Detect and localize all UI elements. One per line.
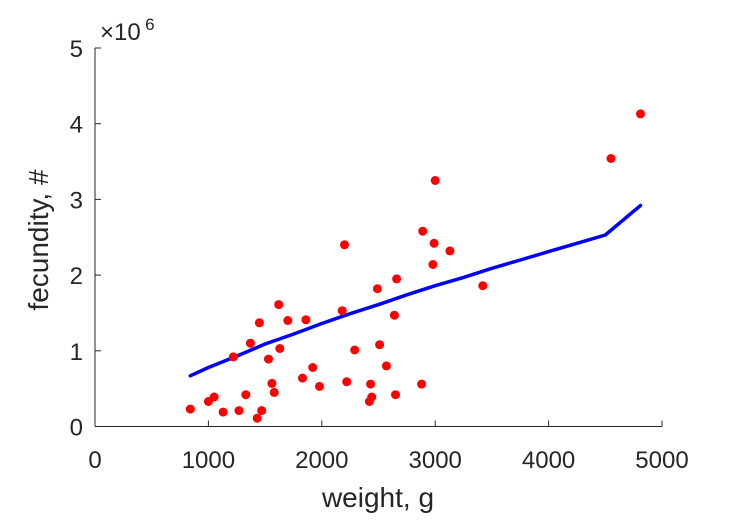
data-point [337, 306, 347, 316]
data-point [391, 390, 400, 400]
x-tick-label: 0 [88, 447, 101, 474]
data-point [636, 109, 645, 119]
data-point [392, 274, 402, 284]
y-multiplier-exponent: 6 [145, 15, 154, 34]
data-point [417, 379, 427, 389]
data-point [428, 260, 438, 269]
x-axis-label: weight, g [321, 482, 434, 513]
data-point [275, 344, 285, 353]
labels: weight, g fecundity, # ×10 6 [23, 15, 434, 513]
data-point [366, 379, 376, 389]
x-tick-label: 3000 [409, 447, 462, 474]
data-point [267, 378, 277, 388]
data-point [283, 316, 293, 325]
data-point [418, 226, 428, 236]
data-point [209, 392, 219, 402]
data-point [218, 407, 228, 417]
data-point [367, 392, 377, 402]
data-point [298, 373, 307, 383]
data-point [375, 340, 385, 350]
y-tick-label: 1 [70, 339, 83, 366]
ticks: 0 1000 2000 3000 4000 5000 0 1 2 3 4 5 [70, 36, 689, 474]
x-tick-label: 5000 [635, 447, 688, 474]
y-tick-label: 5 [70, 36, 83, 63]
y-multiplier-base: ×10 [100, 19, 141, 46]
data-point [372, 284, 382, 294]
fit-curve [188, 203, 643, 378]
y-tick-label: 4 [70, 112, 83, 139]
data-point [315, 381, 324, 391]
x-tick-label: 4000 [522, 447, 575, 474]
y-tick-label: 0 [70, 415, 83, 442]
data-point [241, 390, 251, 400]
data-point [245, 338, 255, 348]
data-point [234, 406, 244, 416]
data-point [350, 345, 360, 355]
data-point [445, 246, 455, 256]
axes [94, 48, 662, 427]
y-axis-label: fecundity, # [23, 169, 54, 311]
data-point [269, 387, 279, 397]
series [185, 109, 645, 423]
data-point [252, 413, 262, 423]
data-point [274, 300, 284, 310]
data-point [264, 354, 273, 364]
data-point [254, 318, 264, 328]
y-multiplier: ×10 6 [100, 15, 155, 46]
data-point [228, 352, 238, 362]
data-point [381, 361, 391, 371]
data-point [342, 377, 352, 387]
data-point [308, 363, 318, 372]
y-tick-label: 2 [70, 263, 83, 290]
data-point [606, 154, 616, 163]
x-tick-label: 2000 [295, 447, 348, 474]
x-tick-label: 1000 [182, 447, 235, 474]
data-point [301, 315, 311, 325]
y-tick-label: 3 [70, 187, 83, 214]
data-point [478, 281, 488, 291]
data-point [389, 310, 399, 320]
data-point [340, 240, 349, 250]
data-point [185, 404, 195, 414]
data-point [257, 406, 267, 416]
data-point [430, 176, 440, 185]
data-point [429, 238, 439, 248]
